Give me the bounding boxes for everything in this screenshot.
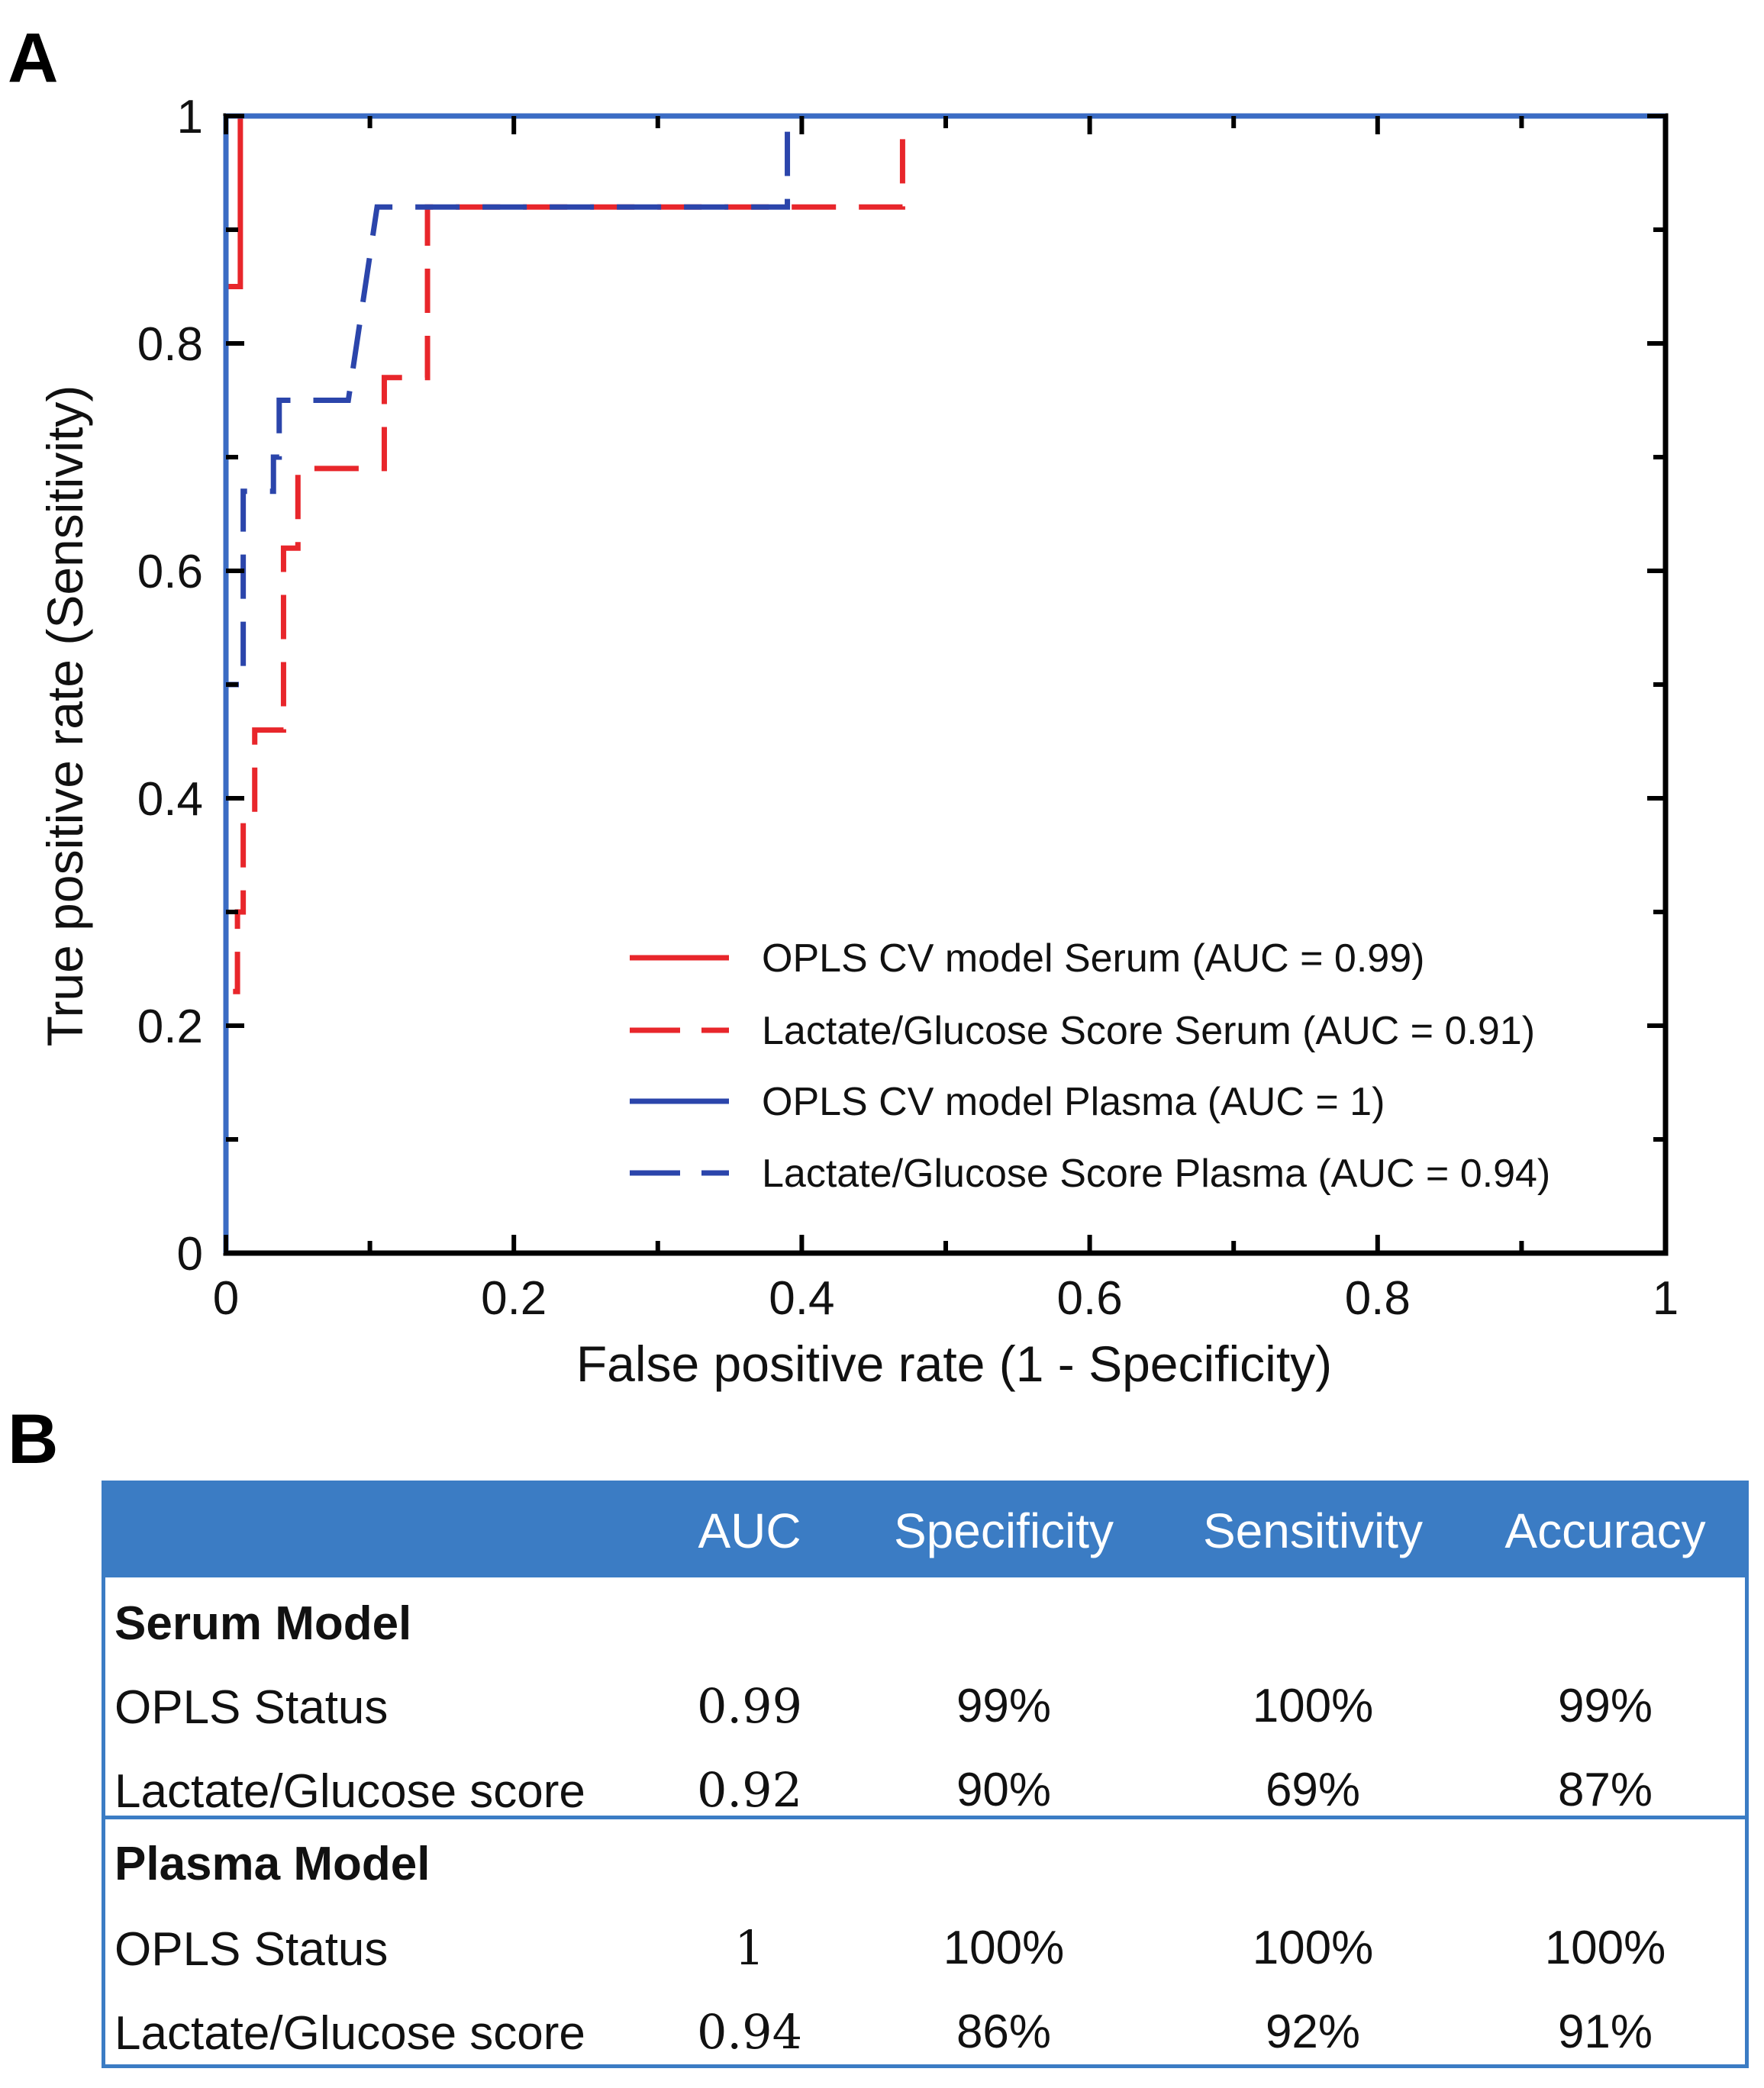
panel-label-b: B [8, 1400, 59, 1478]
header-specificity: Specificity [893, 1503, 1114, 1558]
cell-auc: 0.94 [696, 2004, 803, 2060]
roc-chart: 0 0.2 0.4 0.6 0.8 1 0 0.2 0.4 0.6 0.8 1 False posit… [37, 91, 1679, 1392]
roc-curve-4 [223, 113, 1666, 1253]
cell-auc: 1 [734, 1920, 765, 1976]
group-title: Plasma Model [114, 1838, 431, 1890]
serum-model-group: Serum Model OPLS Status 0.99 99% 100% 99… [105, 1577, 1745, 1829]
table-header: AUC Specificity Sensitivity Accuracy [105, 1484, 1745, 1577]
cell-accuracy: 87% [1557, 1764, 1653, 1816]
cell-sensitivity: 69% [1265, 1764, 1361, 1816]
cell-sensitivity: 92% [1265, 2006, 1361, 2058]
legend-label: Lactate/Glucose Score Serum (AUC = 0.91) [762, 1009, 1535, 1053]
cell-auc: 0.92 [696, 1762, 803, 1818]
row-label: Lactate/Glucose score [114, 2007, 585, 2060]
cell-specificity: 100% [943, 1922, 1065, 1974]
legend-label: OPLS CV model Plasma (AUC = 1) [762, 1080, 1385, 1124]
cell-accuracy: 91% [1557, 2006, 1653, 2058]
row-label: OPLS Status [114, 1681, 389, 1734]
metrics-table: AUC Specificity Sensitivity Accuracy Ser… [102, 1481, 1749, 2068]
cell-sensitivity: 100% [1252, 1680, 1374, 1732]
y-tick-label: 0.6 [137, 546, 203, 598]
legend-label: OPLS CV model Serum (AUC = 0.99) [762, 936, 1424, 981]
cell-sensitivity: 100% [1252, 1922, 1374, 1974]
x-tick-label: 0.4 [769, 1272, 834, 1325]
y-axis-title: True positive rate (Sensitivity) [37, 385, 93, 1047]
header-accuracy: Accuracy [1504, 1503, 1706, 1558]
plasma-model-group: Plasma Model OPLS Status 1 100% 100% 100… [105, 1819, 1745, 2064]
cell-specificity: 90% [956, 1764, 1052, 1816]
y-tick-label: 0.2 [137, 1000, 203, 1053]
x-axis-title: False positive rate (1 - Specificity) [576, 1336, 1332, 1392]
x-tick-label: 0.2 [481, 1272, 547, 1325]
group-divider [105, 1816, 1745, 1819]
cell-auc: 0.99 [696, 1678, 803, 1734]
legend: OPLS CV model Serum (AUC = 0.99) Lactate/… [630, 936, 1550, 1196]
x-tick-label: 0.6 [1056, 1272, 1122, 1325]
axis-tick-labels: 0 0.2 0.4 0.6 0.8 1 0 0.2 0.4 0.6 0.8 1 [137, 91, 1679, 1325]
y-tick-label: 0 [177, 1228, 203, 1281]
header-sensitivity: Sensitivity [1202, 1503, 1424, 1558]
group-title: Serum Model [114, 1597, 412, 1650]
x-tick-label: 1 [1653, 1272, 1679, 1325]
x-tick-label: 0.8 [1345, 1272, 1411, 1325]
y-tick-label: 0.4 [137, 773, 203, 826]
y-tick-label: 1 [177, 91, 203, 143]
legend-label: Lactate/Glucose Score Plasma (AUC = 0.94… [762, 1152, 1550, 1196]
row-label: OPLS Status [114, 1923, 389, 1976]
axis-ticks [224, 114, 1668, 1255]
cell-accuracy: 99% [1557, 1680, 1653, 1732]
row-label: Lactate/Glucose score [114, 1765, 585, 1818]
cell-accuracy: 100% [1544, 1922, 1666, 1974]
y-tick-label: 0.8 [137, 318, 203, 371]
cell-specificity: 86% [956, 2006, 1052, 2058]
x-tick-label: 0 [213, 1272, 239, 1325]
cell-specificity: 99% [956, 1680, 1052, 1732]
panel-label-a: A [8, 19, 59, 97]
header-auc: AUC [698, 1503, 801, 1558]
